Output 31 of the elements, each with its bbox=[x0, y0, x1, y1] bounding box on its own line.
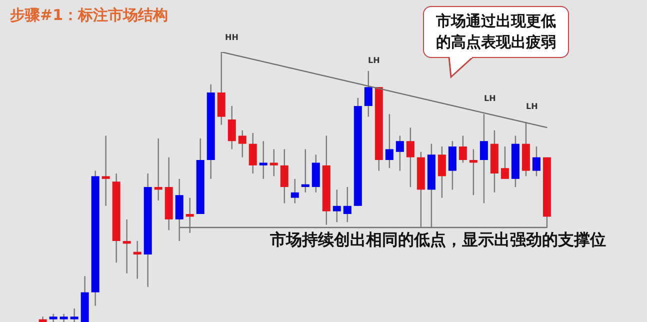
candlestick bbox=[248, 132, 257, 174]
candlestick bbox=[332, 189, 341, 223]
candlestick bbox=[500, 146, 509, 180]
candlestick bbox=[438, 146, 446, 198]
candlestick bbox=[343, 186, 352, 223]
annotation: 市场持续创出相同的低点，显示出强劲的支撑位 bbox=[270, 230, 606, 251]
candlestick bbox=[364, 70, 372, 118]
candlestick bbox=[133, 240, 142, 280]
candlestick bbox=[154, 138, 162, 202]
candlestick bbox=[228, 105, 236, 150]
candlestick bbox=[406, 127, 414, 188]
candlestick bbox=[396, 135, 404, 172]
annotation: LH bbox=[368, 56, 380, 65]
candlestick bbox=[280, 148, 288, 204]
candlestick bbox=[290, 178, 299, 204]
annotation: LH bbox=[484, 94, 496, 103]
candlestick bbox=[301, 148, 310, 193]
candlestick bbox=[385, 114, 394, 169]
candlestick bbox=[122, 218, 131, 274]
chart-title: 步骤#1：标注市场结构 bbox=[10, 6, 168, 25]
candlestick bbox=[70, 308, 78, 322]
text: 市场通过出现更低的高点表现出疲弱 bbox=[423, 6, 569, 58]
candlestick bbox=[458, 135, 467, 164]
annotation: LH bbox=[526, 102, 538, 111]
candlestick bbox=[259, 140, 268, 180]
text: HH bbox=[225, 33, 238, 42]
candlestick bbox=[238, 130, 246, 158]
candlestick bbox=[270, 148, 278, 177]
candlestick bbox=[469, 148, 478, 196]
candlestick bbox=[532, 146, 540, 177]
candlestick bbox=[102, 135, 110, 206]
